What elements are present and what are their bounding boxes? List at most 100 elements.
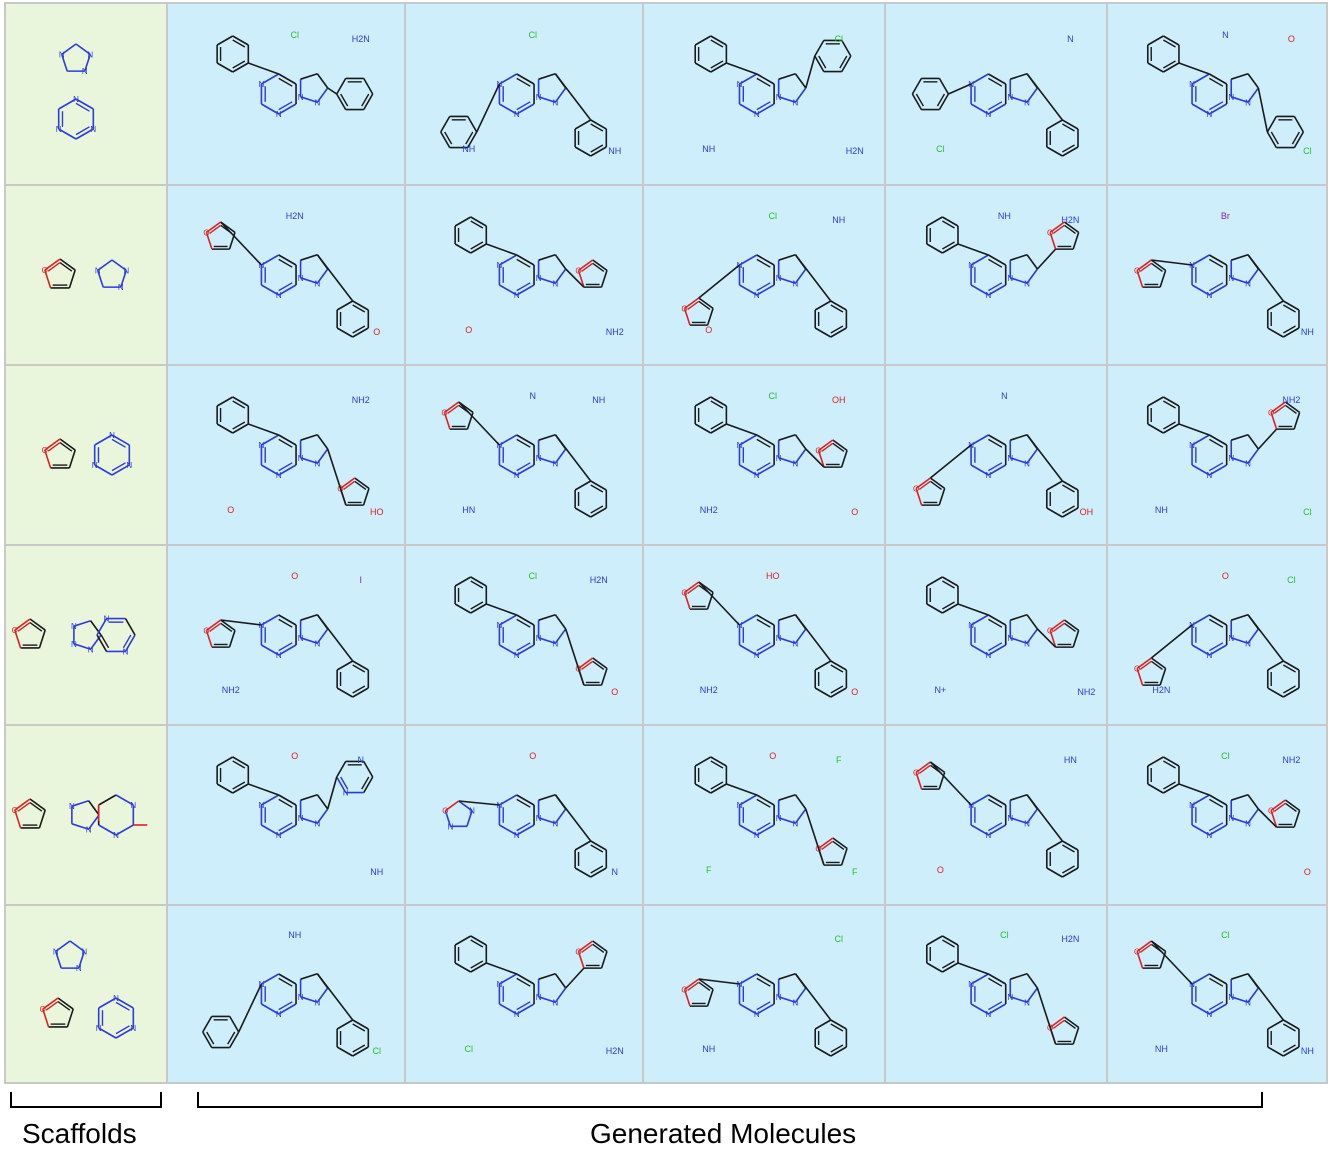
triazolo-ring: NN <box>298 793 329 828</box>
svg-text:N: N <box>536 634 542 643</box>
generated-molecule-cell: N N N N O NH2 O <box>406 186 642 364</box>
imidazole-ring: NN <box>69 799 100 834</box>
generated-molecule-cell: N N N N O Br NH <box>1108 186 1326 364</box>
svg-text:N: N <box>536 993 542 1002</box>
triazolo-ring: NN <box>1228 72 1260 107</box>
atom-label: O <box>291 751 298 761</box>
triazole-ring: NNN <box>53 940 87 973</box>
atom-label: NH2 <box>352 395 370 405</box>
molecule-grid: NNNNNNNNNNH2NClNNNNClNHNHNNNNH2NNHClNNNN… <box>4 2 1328 1084</box>
triazole-ring: NNN <box>71 619 102 654</box>
generated-molecule-cell: N N N N O OH Cl O NH2 <box>644 366 884 544</box>
triazolo-ring: NN <box>776 72 807 107</box>
core-ring: NN <box>497 254 535 300</box>
furan-ring: O <box>815 837 848 866</box>
svg-text:O: O <box>681 588 687 597</box>
benzene-ring <box>336 77 374 111</box>
svg-text:N: N <box>514 831 520 840</box>
svg-text:N: N <box>737 80 743 89</box>
generated-molecule-cell: N N N N O Cl NH NH2 <box>1108 366 1326 544</box>
atom-label: F <box>852 867 858 877</box>
svg-text:N: N <box>514 1010 520 1019</box>
core-ring: NN <box>1189 973 1228 1019</box>
svg-text:N: N <box>793 819 799 828</box>
svg-text:N: N <box>1007 993 1013 1002</box>
svg-text:N: N <box>986 471 992 480</box>
atom-label: F <box>706 865 712 875</box>
svg-text:N: N <box>95 266 101 275</box>
benzene-ring <box>814 39 852 73</box>
svg-text:N: N <box>793 98 799 107</box>
benzene-ring <box>216 396 250 434</box>
core-ring: NN <box>737 973 775 1019</box>
svg-text:N: N <box>754 471 760 480</box>
svg-text:N: N <box>314 819 320 828</box>
benzene-ring <box>1266 1019 1300 1057</box>
svg-text:N: N <box>113 831 119 840</box>
atom-label: NH2 <box>1282 395 1300 405</box>
svg-text:N: N <box>92 461 98 470</box>
svg-text:N: N <box>536 93 542 102</box>
svg-text:N: N <box>298 634 304 643</box>
atom-label: O <box>705 325 712 335</box>
svg-text:N: N <box>737 621 743 630</box>
atom-label: NH <box>1301 327 1314 337</box>
svg-text:N: N <box>1245 98 1251 107</box>
benzene-ring <box>1266 300 1300 338</box>
furan-ring: O <box>913 761 946 790</box>
svg-text:N: N <box>298 93 304 102</box>
svg-text:N: N <box>1228 274 1234 283</box>
atom-label: H2N <box>1061 934 1079 944</box>
furan-ring: O <box>1047 221 1080 250</box>
triazolo-ring: NN <box>1228 433 1260 468</box>
svg-text:N: N <box>1228 993 1234 1002</box>
atom-label: HO <box>766 571 780 581</box>
svg-text:N: N <box>986 1010 992 1019</box>
core-ring: NN <box>259 794 297 840</box>
atom-label: N <box>357 755 364 765</box>
triazolo-ring: NN <box>776 433 807 468</box>
svg-text:O: O <box>681 985 687 994</box>
svg-text:N: N <box>130 1024 136 1033</box>
svg-text:N: N <box>1007 274 1013 283</box>
svg-text:N: N <box>259 441 265 450</box>
benzene-ring <box>694 396 728 434</box>
furan-ring: O <box>681 978 714 1007</box>
svg-text:N: N <box>1024 998 1030 1007</box>
svg-text:O: O <box>575 266 581 275</box>
generated-molecule-cell: NNNNClNHNH <box>406 4 642 184</box>
benzene-ring <box>926 216 959 254</box>
atom-label: Cl <box>1303 507 1312 517</box>
svg-text:N: N <box>276 471 282 480</box>
svg-text:N: N <box>259 801 265 810</box>
svg-text:O: O <box>441 408 447 417</box>
generated-molecule-cell: N N N N H2N NH Cl <box>644 4 884 184</box>
atom-label: H2N <box>352 34 370 44</box>
svg-text:N: N <box>776 274 782 283</box>
triazolo-ring: NN <box>298 433 329 468</box>
atom-label: HN <box>1064 755 1077 765</box>
atom-label: Cl <box>936 144 945 154</box>
svg-text:N: N <box>737 441 743 450</box>
svg-text:N: N <box>986 291 992 300</box>
svg-text:N: N <box>123 647 129 656</box>
svg-text:N: N <box>276 110 282 119</box>
generated-molecule-cell: N N N N O H2N O <box>168 186 404 364</box>
furan-ring: O <box>40 997 74 1028</box>
triazine-ring: N N N <box>56 95 96 140</box>
svg-text:N: N <box>776 454 782 463</box>
generated-molecule-cell: N N N N O NH2 I O <box>168 546 404 724</box>
svg-text:N: N <box>82 67 88 76</box>
atom-label: NH <box>1155 505 1168 515</box>
triazolo-ring: NN <box>536 433 567 468</box>
svg-text:N: N <box>1206 651 1212 660</box>
